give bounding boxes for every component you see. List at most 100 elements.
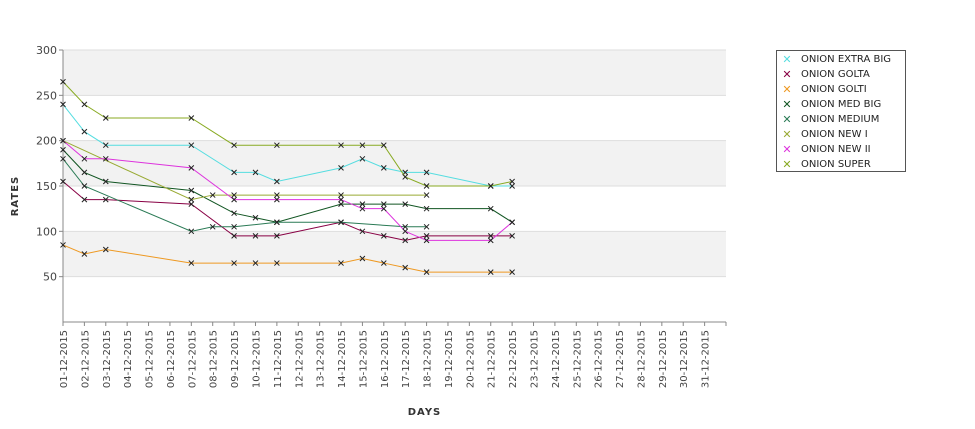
data-point-marker: [252, 233, 259, 239]
x-tick-label: 26-12-2015: [594, 330, 605, 388]
legend-label: ONION SUPER: [801, 159, 871, 170]
x-tick-label: 06-12-2015: [166, 330, 177, 388]
x-tick-label: 22-12-2015: [508, 330, 519, 388]
x-tick-label: 20-12-2015: [465, 330, 476, 388]
data-point-marker: [509, 233, 515, 239]
x-tick-label: 19-12-2015: [444, 330, 455, 388]
data-point-marker: [487, 233, 494, 239]
x-tick-label: 31-12-2015: [701, 330, 712, 388]
x-tick-label: 10-12-2015: [251, 330, 262, 388]
data-point-marker: [274, 178, 280, 185]
data-point-marker: [102, 142, 109, 149]
data-point-marker: [60, 137, 66, 144]
data-point-marker: [338, 219, 344, 226]
data-point-marker: [81, 169, 88, 176]
data-point-marker: [487, 205, 494, 212]
x-tick-label: 18-12-2015: [423, 330, 434, 388]
data-point-marker: [81, 196, 88, 203]
y-axis-title: RATES: [10, 176, 21, 217]
data-point-marker: [359, 255, 366, 262]
x-tick-label: 23-12-2015: [530, 330, 541, 388]
x-tick-label: 04-12-2015: [123, 330, 134, 388]
x-tick-label: 29-12-2015: [658, 330, 669, 388]
x-tick-label: 01-12-2015: [59, 330, 70, 388]
y-tick-label: 250: [36, 89, 57, 102]
legend-marker-icon: ✕: [782, 143, 792, 156]
legend-label: ONION EXTRA BIG: [801, 54, 892, 65]
data-point-marker: [231, 196, 237, 203]
data-point-marker: [188, 115, 195, 121]
data-point-marker: [188, 142, 195, 149]
data-point-marker: [380, 165, 387, 171]
data-point-marker: [402, 201, 409, 207]
data-point-marker: [423, 192, 430, 198]
data-point-marker: [252, 260, 259, 266]
data-point-marker: [231, 169, 237, 176]
legend-label: ONION GOLTI: [801, 84, 867, 95]
data-point-marker: [359, 142, 366, 149]
x-tick-label: 30-12-2015: [679, 330, 690, 388]
data-point-marker: [231, 142, 237, 149]
data-point-marker: [359, 155, 366, 162]
data-point-marker: [188, 228, 195, 235]
legend-marker-icon: ✕: [782, 98, 792, 111]
series-line-onion-golta: [62, 181, 513, 241]
data-point-marker: [338, 192, 344, 198]
x-tick-label: 15-12-2015: [358, 330, 369, 388]
data-point-marker: [402, 223, 409, 230]
x-tick-label: 17-12-2015: [401, 330, 412, 388]
legend-label: ONION MEDIUM: [801, 114, 880, 125]
data-point-marker: [60, 101, 66, 108]
data-point-marker: [81, 128, 88, 135]
grid-band: [63, 50, 726, 96]
data-point-marker: [274, 233, 280, 239]
y-tick-label: 150: [36, 180, 57, 193]
data-point-marker: [60, 78, 66, 85]
data-point-marker: [102, 115, 109, 121]
data-point-marker: [423, 223, 430, 230]
data-point-marker: [188, 187, 195, 194]
grid-band: [63, 186, 726, 232]
x-tick-label: 27-12-2015: [615, 330, 626, 388]
data-point-marker: [81, 155, 88, 162]
legend-item-onion-medium: ✕ ONION MEDIUM: [777, 112, 907, 127]
data-point-marker: [380, 205, 387, 212]
data-point-marker: [380, 142, 387, 149]
x-tick-label: 14-12-2015: [337, 330, 348, 388]
legend-item-onion-med-big: ✕ ONION MED BIG: [777, 97, 907, 112]
data-point-marker: [102, 246, 109, 253]
y-tick-label: 200: [36, 135, 57, 148]
data-point-marker: [102, 155, 109, 162]
data-point-marker: [509, 219, 515, 226]
data-point-marker: [402, 237, 409, 244]
data-point-marker: [102, 196, 109, 203]
x-tick-label: 16-12-2015: [380, 330, 391, 388]
legend-item-onion-golti: ✕ ONION GOLTI: [777, 82, 907, 97]
data-point-marker: [487, 237, 494, 244]
x-tick-label: 12-12-2015: [294, 330, 305, 388]
data-point-marker: [274, 196, 280, 203]
data-point-marker: [188, 196, 195, 203]
x-axis-title: DAYS: [408, 407, 442, 418]
data-point-marker: [231, 233, 237, 239]
legend-item-onion-new-i: ✕ ONION NEW I: [777, 127, 907, 142]
data-point-marker: [509, 178, 515, 185]
legend-label: ONION MED BIG: [801, 99, 882, 110]
legend-marker-icon: ✕: [782, 128, 792, 141]
grid-band: [63, 231, 726, 277]
data-point-marker: [423, 183, 430, 189]
legend-label: ONION GOLTA: [801, 69, 870, 80]
data-point-marker: [188, 260, 195, 266]
x-tick-label: 25-12-2015: [572, 330, 583, 388]
x-tick-label: 28-12-2015: [636, 330, 647, 388]
data-point-marker: [423, 269, 430, 275]
data-point-marker: [81, 251, 88, 257]
data-point-marker: [274, 192, 280, 198]
data-point-marker: [81, 101, 88, 108]
series-line-onion-extra-big: [62, 104, 513, 187]
data-point-marker: [209, 192, 216, 198]
data-point-marker: [231, 210, 237, 217]
data-point-marker: [380, 201, 387, 207]
data-point-marker: [423, 205, 430, 212]
